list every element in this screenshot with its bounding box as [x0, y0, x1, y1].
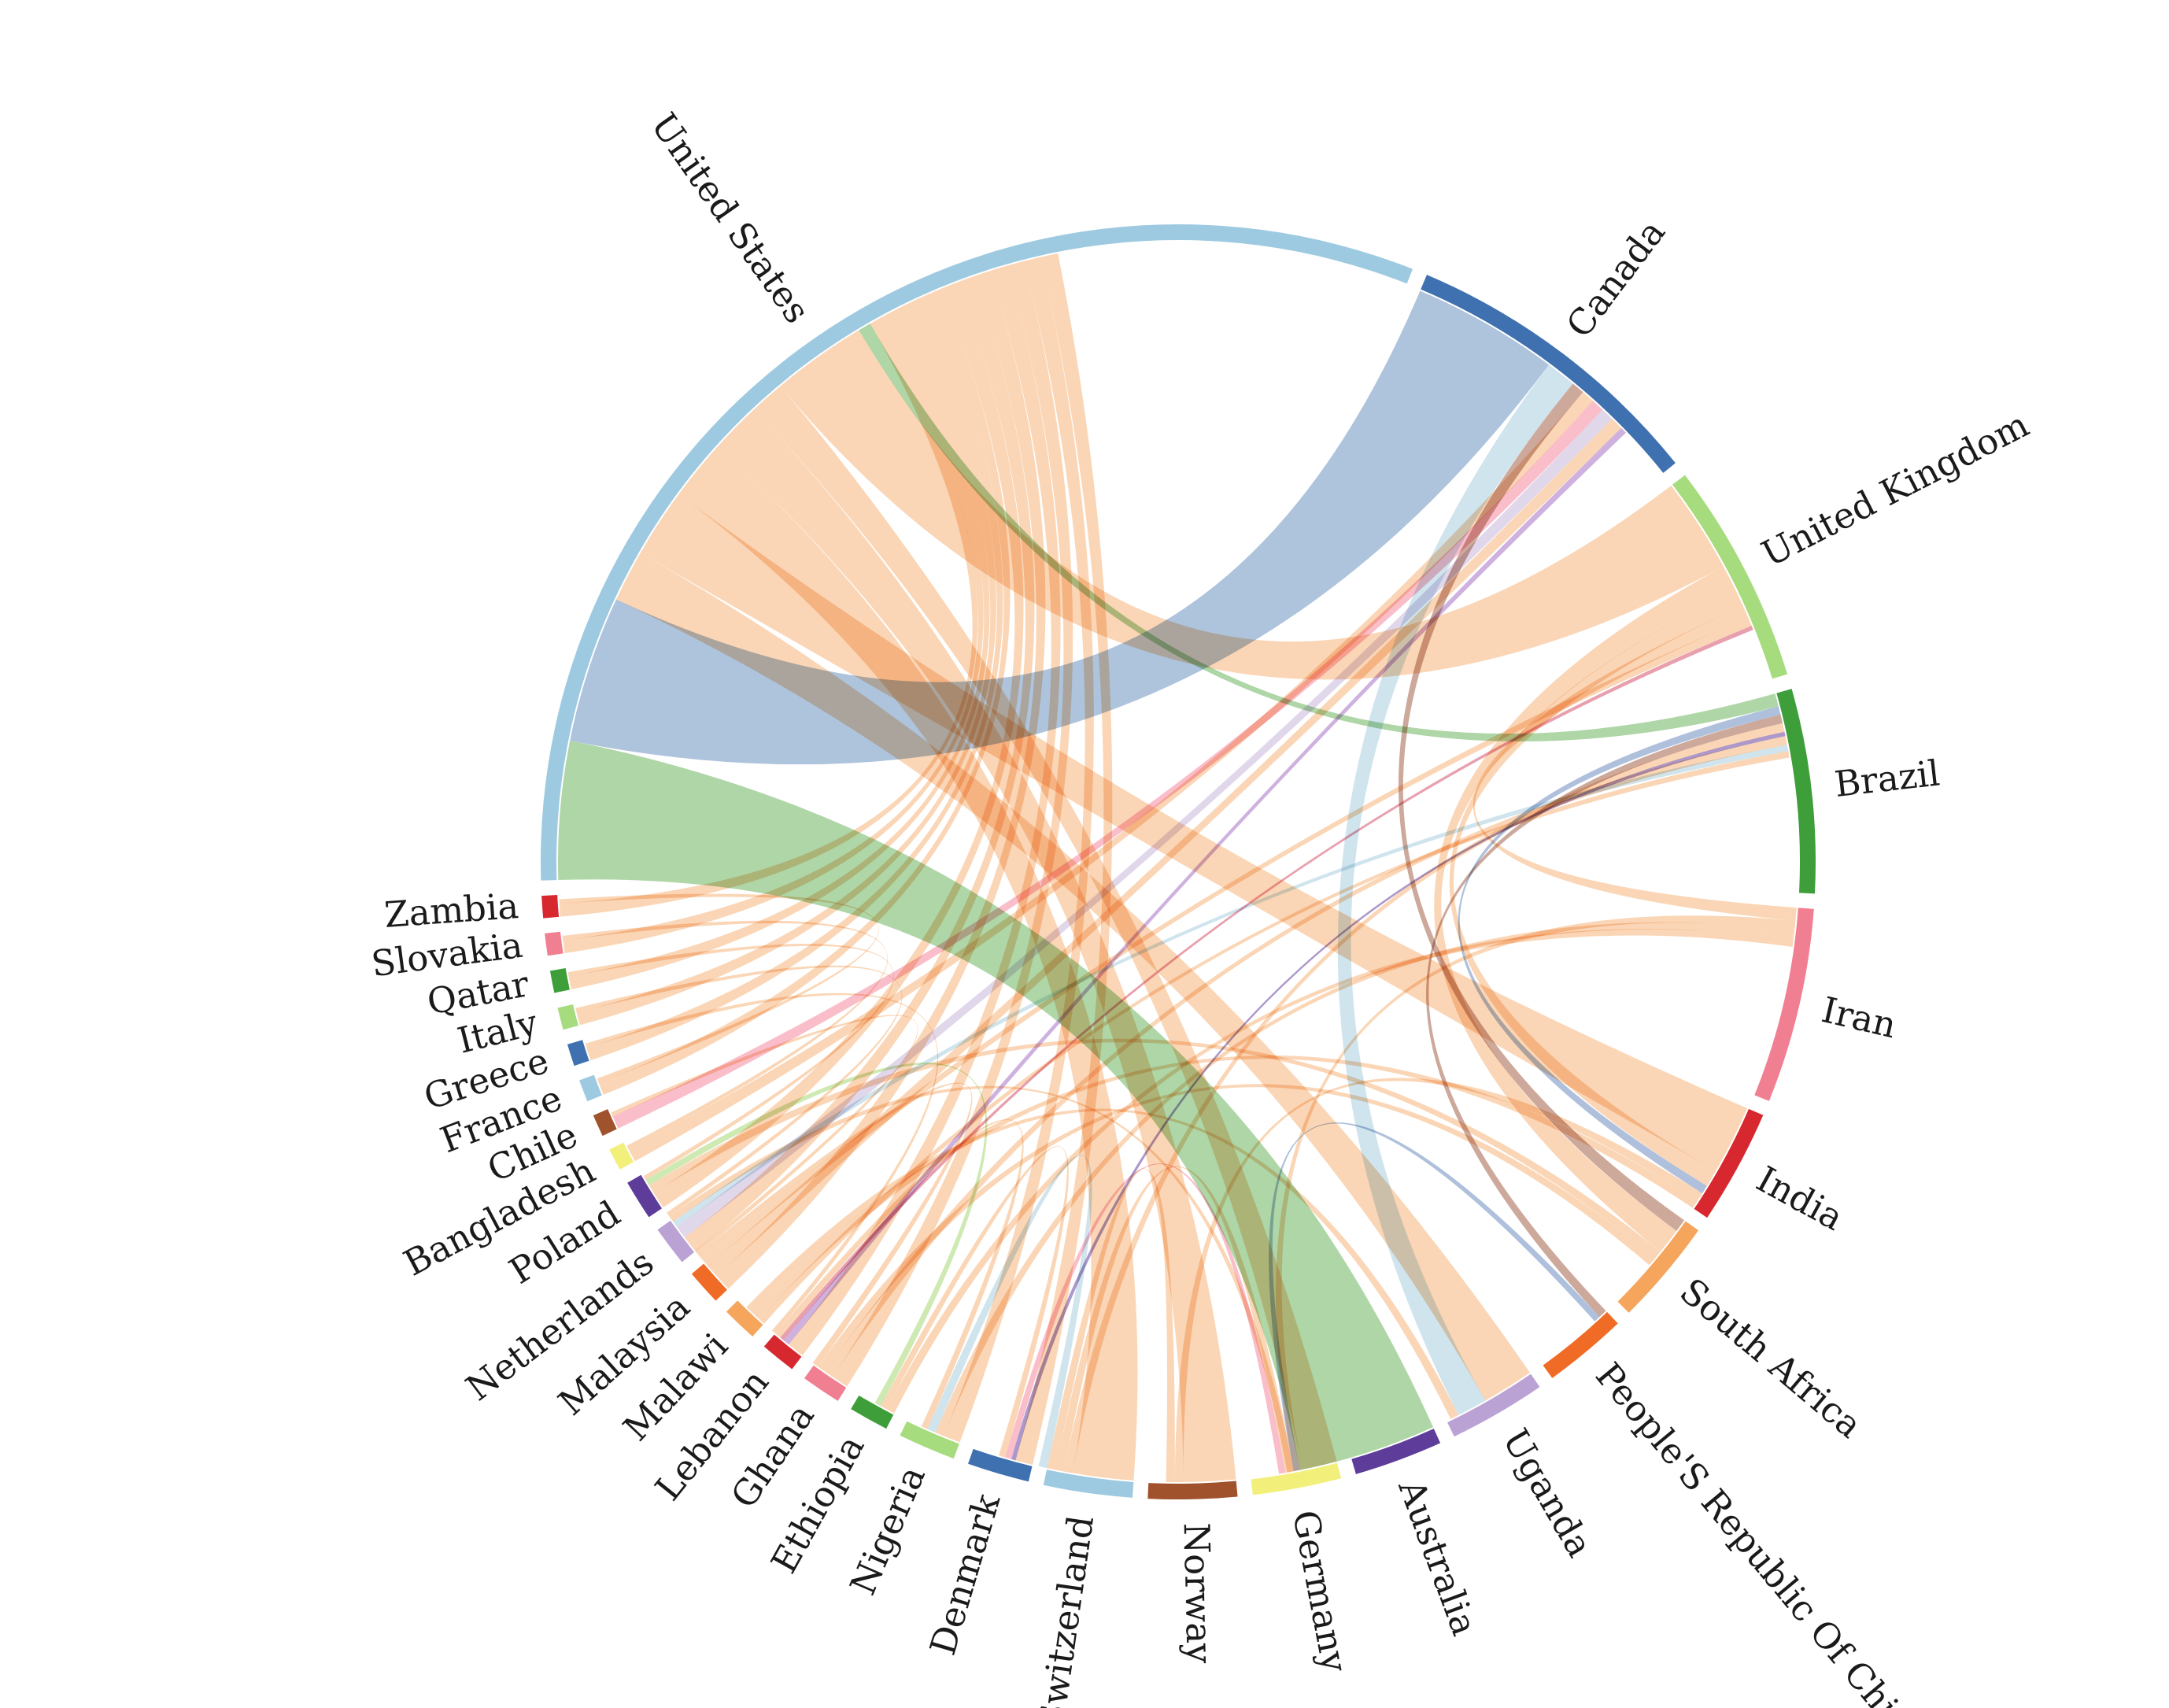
arc-slovakia [545, 931, 563, 956]
chord-united-states-lebanon [789, 265, 1061, 1355]
label-australia: Australia [1390, 1473, 1486, 1641]
chord-germany-switzerland [1055, 1166, 1295, 1473]
arc-bangladesh [609, 1142, 634, 1170]
arc-people-s-republic-of-china [1543, 1311, 1618, 1378]
chord-united-states-malaysia [716, 271, 1046, 1289]
arc-poland [627, 1174, 663, 1218]
arc-uganda [1447, 1373, 1540, 1437]
arc-india [1694, 1108, 1764, 1218]
label-uganda: Uganda [1495, 1421, 1601, 1564]
group-arcs [541, 224, 1816, 1500]
arc-canada [1421, 275, 1676, 473]
chord-united-kingdom-south-africa [1434, 566, 1736, 1252]
chord-netherlands-italy [575, 965, 903, 1217]
arc-ghana [804, 1365, 847, 1401]
chord-south-africa-ghana [818, 1084, 1655, 1372]
label-canada: Canada [1558, 212, 1673, 346]
arc-netherlands [657, 1220, 695, 1263]
arc-switzerland [1043, 1470, 1134, 1498]
arc-australia [1351, 1429, 1441, 1474]
arc-greece [567, 1040, 589, 1067]
label-germany: Germany [1284, 1507, 1356, 1676]
arc-norway [1147, 1481, 1238, 1500]
arc-united-kingdom [1672, 475, 1788, 679]
chord-united-kingdom-india [1449, 590, 1743, 1186]
arc-zambia [541, 895, 560, 919]
arc-lebanon [763, 1334, 802, 1370]
chord-united-states-netherlands [684, 276, 1035, 1251]
arc-malaysia [691, 1263, 727, 1301]
chord-links [558, 253, 1797, 1482]
chord-united-states-australia [558, 740, 1434, 1470]
arc-united-states [541, 224, 1413, 881]
arc-south-africa [1617, 1221, 1699, 1313]
arc-denmark [968, 1448, 1033, 1482]
label-south-africa: South Africa [1672, 1270, 1871, 1446]
arc-ethiopia [851, 1395, 894, 1429]
label-united-kingdom: United Kingdom [1755, 404, 2035, 575]
label-nigeria: Nigeria [842, 1460, 934, 1601]
arc-germany [1251, 1462, 1342, 1495]
arc-nigeria [900, 1421, 959, 1459]
label-brazil: Brazil [1832, 752, 1942, 805]
chord-norway-switzerland [1047, 1168, 1175, 1482]
chord-canada-malaysia [708, 419, 1622, 1277]
arc-chile [593, 1109, 617, 1137]
arc-italy [557, 1004, 578, 1030]
chord-poland-qatar [567, 944, 894, 1180]
label-iran: Iran [1818, 989, 1901, 1046]
label-zambia: Zambia [383, 885, 520, 936]
arc-malawi [726, 1300, 763, 1336]
chord-denmark-ethiopia [880, 1146, 1069, 1458]
chord-united-states-france [598, 289, 1011, 1095]
label-denmark: Denmark [922, 1488, 1008, 1659]
label-india: India [1750, 1158, 1850, 1239]
arc-qatar [549, 968, 570, 993]
label-people-s-republic-of-china: People'S Republic Of China [1587, 1355, 1934, 1708]
arc-iran [1754, 908, 1814, 1101]
label-switzerland: Switzerland [1030, 1513, 1102, 1708]
chord-united-states-greece [586, 294, 1003, 1061]
arc-france [579, 1074, 602, 1102]
chord-united-states-poland [653, 282, 1024, 1208]
arc-brazil [1776, 689, 1816, 894]
label-norway: Norway [1176, 1522, 1221, 1664]
label-united-states: United States [643, 105, 818, 331]
chord-brazil-switzerland [1064, 723, 1785, 1473]
